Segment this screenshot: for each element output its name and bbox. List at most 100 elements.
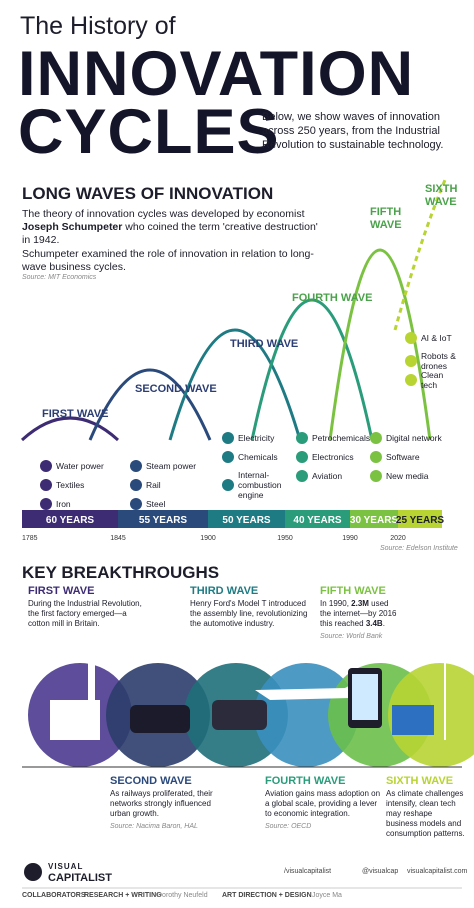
kicker: The History of — [20, 12, 176, 40]
intro: Below, we show waves of innovation acros… — [262, 111, 444, 151]
icon — [370, 451, 382, 463]
year: 1990 — [342, 535, 358, 542]
credit: Joyce Ma — [312, 892, 342, 899]
wave-item: Iron — [40, 498, 115, 510]
footer: VISUAL CAPITALIST /visualcapitalist @vis… — [22, 862, 467, 902]
duration: 50 YEARS — [222, 515, 271, 526]
illustration — [212, 700, 267, 730]
text: who coined the term 'creative destructio… — [22, 221, 318, 246]
breakthrough-text: Aviation gains mass adoption on a global… — [265, 789, 385, 819]
text: In 1990, — [320, 599, 352, 608]
icon — [222, 479, 234, 491]
breakthrough: SIXTH WAVE As climate challenges intensif… — [386, 776, 466, 839]
social[interactable]: /visualcapitalist — [284, 868, 332, 875]
item-text: Electronics — [312, 452, 354, 462]
wave-item: Aviation — [296, 470, 371, 482]
item-text: New media — [386, 471, 429, 481]
source: Source: MIT Economics — [22, 274, 97, 281]
breakthrough: FIFTH WAVE In 1990, 2.3M used the interne… — [320, 586, 400, 642]
item-text: Steel — [146, 499, 166, 509]
breakthrough-text: As climate challenges intensify, clean t… — [386, 789, 466, 839]
wave-item: Clean tech — [405, 370, 460, 390]
wave-item: Robots & drones — [405, 351, 460, 371]
year: 1950 — [277, 535, 293, 542]
item-text: Chemicals — [238, 452, 278, 462]
paragraph: The theory of innovation cycles was deve… — [22, 208, 322, 247]
icon — [130, 498, 142, 510]
credit: Dorothy Neufeld — [157, 892, 208, 899]
text: As climate challenges intensify, clean t… — [386, 789, 465, 838]
breakthrough: FIRST WAVE During the Industrial Revoluti… — [28, 586, 148, 629]
wave-item: Steel — [130, 498, 205, 510]
duration: 40 YEARS — [293, 515, 342, 526]
credit: ART DIRECTION + DESIGN — [222, 892, 312, 899]
wave-item: Rail — [130, 479, 205, 491]
text: . — [382, 619, 385, 628]
text: used the internet—by 2016 this reached — [320, 599, 397, 628]
illustration — [88, 660, 95, 705]
illustration — [255, 680, 360, 700]
icon — [40, 460, 52, 472]
wave-item: Textiles — [40, 479, 115, 491]
wave-item: Water power — [40, 460, 115, 472]
credit: COLLABORATORS — [22, 892, 86, 899]
wave-item: Electronics — [296, 451, 371, 463]
text: Aviation gains mass adoption on a global… — [265, 789, 381, 818]
icon — [370, 432, 382, 444]
source: Source: Nacima Baron, HAL — [110, 823, 198, 830]
item-text: Internal-combustion engine — [238, 470, 282, 500]
year: 1785 — [22, 535, 38, 542]
item-text: Petrochemicals — [312, 433, 371, 443]
wave-arc — [393, 179, 447, 331]
year: 2020 — [390, 535, 406, 542]
breakthrough-title: SECOND WAVE — [110, 775, 192, 787]
breakthrough: THIRD WAVE Henry Ford's Model T introduce… — [190, 586, 310, 629]
item-text: Iron — [56, 499, 71, 509]
breakthrough-text: Henry Ford's Model T introduced the asse… — [190, 599, 310, 629]
icon — [130, 479, 142, 491]
item-text: Software — [386, 452, 420, 462]
logo — [24, 863, 42, 881]
breakthrough-text: In 1990, 2.3M used the internet—by 2016 … — [320, 599, 400, 629]
item-text: Digital network — [386, 433, 442, 443]
text: Joseph Schumpeter — [22, 221, 123, 233]
wave-item: Software — [370, 451, 445, 463]
duration: 60 YEARS — [46, 515, 95, 526]
wave-item: Petrochemicals — [296, 432, 371, 444]
wave-arc — [250, 298, 374, 441]
illustration — [50, 700, 100, 740]
item-text: Aviation — [312, 471, 343, 481]
timeline-segment — [350, 510, 398, 528]
wave-arc — [168, 328, 302, 441]
social[interactable]: @visualcap — [362, 868, 399, 875]
text: During the Industrial Revolution, the fi… — [28, 599, 142, 628]
title: INNOVATION — [18, 39, 415, 109]
icon — [296, 451, 308, 463]
wave-arc — [328, 248, 432, 441]
text: Henry Ford's Model T introduced the asse… — [190, 599, 308, 628]
breakthrough: FOURTH WAVE Aviation gains mass adoption … — [265, 776, 385, 832]
credit: RESEARCH + WRITING — [84, 892, 162, 899]
breakthrough-title: SIXTH WAVE — [386, 775, 454, 787]
brand: VISUAL — [48, 862, 84, 871]
duration: 30 YEARS — [350, 515, 399, 526]
wave-item: Steam power — [130, 460, 205, 472]
wave-arc — [88, 368, 212, 441]
icon — [40, 498, 52, 510]
illustration — [392, 705, 434, 735]
breakthrough-text: As railways proliferated, their networks… — [110, 789, 230, 819]
wave-item: Chemicals — [222, 451, 297, 463]
section-heading: KEY BREAKTHROUGHS — [22, 563, 220, 582]
text: As railways proliferated, their networks… — [110, 789, 213, 818]
wave-item: New media — [370, 470, 445, 482]
timeline-segment — [22, 510, 118, 528]
icon — [405, 332, 417, 344]
source: Source: Edelson Institute — [380, 545, 458, 552]
website[interactable]: visualcapitalist.com — [407, 868, 468, 875]
item-text: AI & IoT — [421, 333, 452, 343]
paragraph: Schumpeter examined the role of innovati… — [22, 248, 314, 273]
item-text: Steam power — [146, 461, 197, 471]
item-text: Rail — [146, 480, 161, 490]
